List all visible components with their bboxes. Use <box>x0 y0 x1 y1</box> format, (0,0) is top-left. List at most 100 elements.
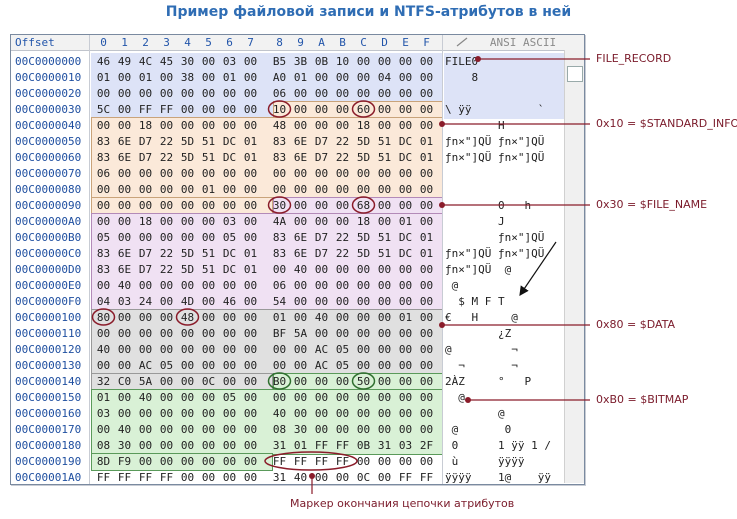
hex-byte[interactable]: 00 <box>243 71 258 84</box>
hex-byte[interactable]: 00 <box>293 343 308 356</box>
hex-byte[interactable]: 00 <box>314 391 329 404</box>
hex-byte[interactable]: 00 <box>201 327 216 340</box>
ascii-text[interactable]: 2ÀZ ° P <box>445 375 532 388</box>
hex-byte[interactable]: 00 <box>398 279 413 292</box>
hex-byte[interactable]: 00 <box>138 343 153 356</box>
hex-byte[interactable]: 00 <box>419 71 434 84</box>
ascii-text[interactable]: 0 1 ÿÿ 1 / <box>445 439 551 452</box>
hex-byte[interactable]: 00 <box>243 295 258 308</box>
hex-byte[interactable]: 00 <box>159 215 174 228</box>
vertical-scrollbar[interactable] <box>564 50 584 483</box>
hex-byte[interactable]: 00 <box>96 87 111 100</box>
hex-byte[interactable]: 00 <box>314 215 329 228</box>
hex-byte[interactable]: 00 <box>159 423 174 436</box>
hex-byte[interactable]: 51 <box>201 135 216 148</box>
hex-byte[interactable]: 00 <box>377 167 392 180</box>
hex-byte[interactable]: 00 <box>117 391 132 404</box>
hex-byte[interactable]: 00 <box>159 295 174 308</box>
hex-byte[interactable]: DC <box>222 263 237 276</box>
hex-byte[interactable]: 00 <box>201 343 216 356</box>
hex-byte[interactable]: FF <box>138 103 153 116</box>
hex-byte[interactable]: 83 <box>272 247 287 260</box>
hex-byte[interactable]: 6E <box>117 135 132 148</box>
hex-byte[interactable]: 00 <box>356 263 371 276</box>
hex-byte[interactable]: 60 <box>356 103 371 116</box>
hex-byte[interactable]: 8D <box>96 455 111 468</box>
hex-byte[interactable]: 00 <box>243 423 258 436</box>
hex-byte[interactable]: 00 <box>159 391 174 404</box>
hex-byte[interactable]: FF <box>272 455 287 468</box>
hex-byte[interactable]: 01 <box>293 439 308 452</box>
hex-byte[interactable]: 00 <box>314 87 329 100</box>
hex-byte[interactable]: 03 <box>96 407 111 420</box>
hex-byte[interactable]: 01 <box>96 71 111 84</box>
hex-byte[interactable]: 00 <box>419 391 434 404</box>
hex-byte[interactable]: 5C <box>96 103 111 116</box>
hex-byte[interactable]: 50 <box>356 375 371 388</box>
hex-byte[interactable]: 00 <box>398 119 413 132</box>
hex-byte[interactable]: 00 <box>398 455 413 468</box>
hex-byte[interactable]: 00 <box>159 455 174 468</box>
hex-byte[interactable]: 00 <box>314 119 329 132</box>
hex-byte[interactable]: DC <box>222 151 237 164</box>
hex-byte[interactable]: 00 <box>222 311 237 324</box>
hex-byte[interactable]: 22 <box>335 247 350 260</box>
hex-byte[interactable]: 40 <box>314 311 329 324</box>
hex-byte[interactable]: 00 <box>356 407 371 420</box>
hex-byte[interactable]: 00 <box>419 119 434 132</box>
hex-byte[interactable]: 00 <box>335 215 350 228</box>
hex-byte[interactable]: 5D <box>180 247 195 260</box>
hex-byte[interactable]: 00 <box>293 407 308 420</box>
hex-byte[interactable]: 80 <box>96 311 111 324</box>
hex-byte[interactable]: 01 <box>138 71 153 84</box>
hex-byte[interactable]: 00 <box>335 391 350 404</box>
hex-byte[interactable]: 00 <box>180 455 195 468</box>
hex-byte[interactable]: 00 <box>159 343 174 356</box>
hex-byte[interactable]: 08 <box>272 423 287 436</box>
hex-byte[interactable]: 00 <box>356 183 371 196</box>
hex-byte[interactable]: 00 <box>201 215 216 228</box>
hex-byte[interactable]: 00 <box>314 279 329 292</box>
hex-byte[interactable]: 00 <box>201 423 216 436</box>
hex-byte[interactable]: 00 <box>117 71 132 84</box>
hex-byte[interactable]: 00 <box>201 167 216 180</box>
hex-byte[interactable]: 00 <box>201 87 216 100</box>
hex-byte[interactable]: 00 <box>159 231 174 244</box>
hex-byte[interactable]: 00 <box>180 423 195 436</box>
hex-byte[interactable]: 00 <box>222 119 237 132</box>
hex-byte[interactable]: 01 <box>243 135 258 148</box>
ascii-text[interactable]: ¿Z <box>445 327 512 340</box>
hex-byte[interactable]: 00 <box>201 119 216 132</box>
hex-byte[interactable]: 00 <box>293 119 308 132</box>
hex-byte[interactable]: 00 <box>243 119 258 132</box>
hex-byte[interactable]: 00 <box>293 359 308 372</box>
hex-byte[interactable]: AC <box>138 359 153 372</box>
ascii-text[interactable]: J <box>445 215 505 228</box>
hex-byte[interactable]: 00 <box>419 87 434 100</box>
hex-byte[interactable]: 00 <box>419 167 434 180</box>
row-offset[interactable]: 00C0000040 <box>15 119 82 132</box>
hex-byte[interactable]: 03 <box>222 55 237 68</box>
hex-byte[interactable]: 00 <box>117 119 132 132</box>
hex-byte[interactable]: 40 <box>117 279 132 292</box>
hex-byte[interactable]: 00 <box>117 327 132 340</box>
hex-byte[interactable]: 00 <box>159 119 174 132</box>
hex-byte[interactable]: 00 <box>243 407 258 420</box>
row-offset[interactable]: 00C00000A0 <box>15 215 82 228</box>
hex-byte[interactable]: D7 <box>314 247 329 260</box>
hex-byte[interactable]: 00 <box>419 215 434 228</box>
hex-byte[interactable]: 01 <box>419 247 434 260</box>
hex-byte[interactable]: D7 <box>314 135 329 148</box>
hex-byte[interactable]: 05 <box>335 359 350 372</box>
row-offset[interactable]: 00C00000C0 <box>15 247 82 260</box>
hex-byte[interactable]: 10 <box>335 55 350 68</box>
hex-byte[interactable]: FF <box>314 455 329 468</box>
hex-byte[interactable]: 00 <box>222 167 237 180</box>
hex-byte[interactable]: 00 <box>398 343 413 356</box>
row-offset[interactable]: 00C0000180 <box>15 439 82 452</box>
hex-byte[interactable]: 00 <box>243 167 258 180</box>
hex-byte[interactable]: 4C <box>138 55 153 68</box>
hex-byte[interactable]: FF <box>314 439 329 452</box>
hex-byte[interactable]: 4A <box>272 215 287 228</box>
hex-byte[interactable]: 00 <box>335 167 350 180</box>
